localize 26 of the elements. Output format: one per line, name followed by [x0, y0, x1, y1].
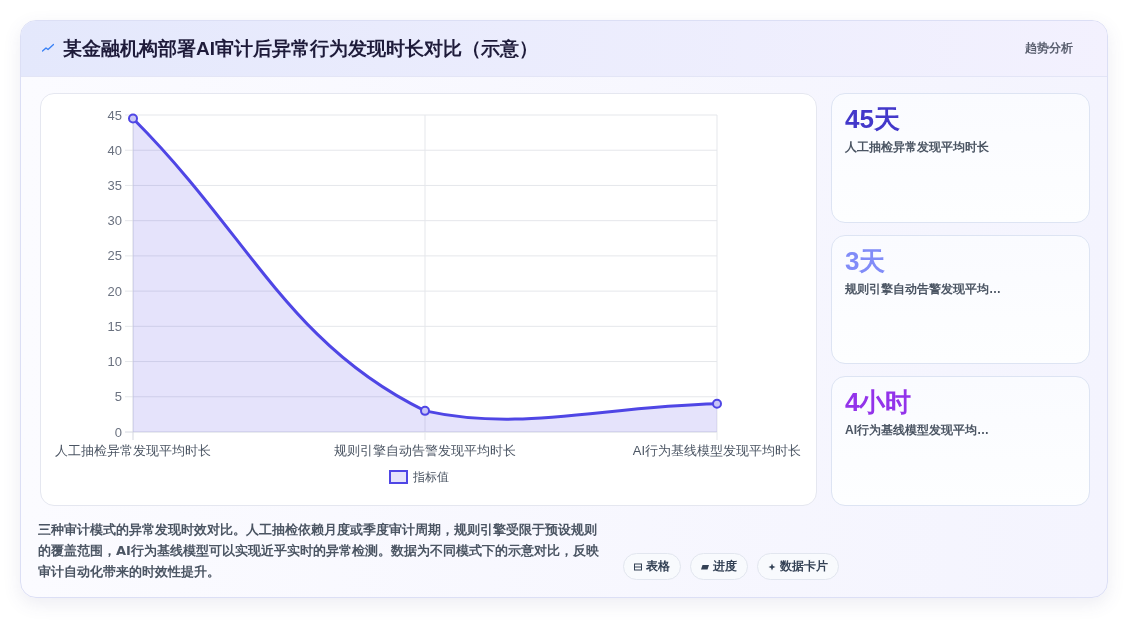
y-tick-label: 25	[107, 248, 122, 264]
point	[128, 113, 138, 124]
y-tick-label: 30	[107, 213, 122, 229]
y-tick-label: 10	[107, 354, 122, 370]
y-tick-label: 45	[107, 107, 122, 123]
y-tick-label: 5	[114, 389, 122, 405]
x-tick-label: 人工抽检异常发现平均时长	[55, 443, 211, 458]
point	[420, 405, 430, 416]
text: 趋势分析	[1025, 40, 1073, 57]
x-tick-label: 规则引擎自动告警发现平均时长	[334, 443, 516, 458]
x-tick-label: AI行为基线模型发现平均时长	[632, 443, 802, 458]
chart-title: 某金融机构部署AI审计后异常行为发现时长对比（示意）	[63, 37, 538, 61]
card: 3天 规则引擎自动告警发现平均…	[831, 234, 1090, 365]
y-tick-label: 20	[107, 283, 122, 299]
y-tick-label: 0	[114, 424, 122, 440]
button: 数据卡片	[757, 553, 839, 580]
button: 表格	[623, 553, 681, 580]
y-tick-label: 40	[107, 142, 122, 158]
text: 三种审计模式的异常发现时效对比。人工抽检依赖月度或季度审计周期，规则引擎受限于预设规则的覆盖范围，AI行为基线模型可以实现近乎实时的异常检测。数据为不同模式下的示意对比，反映审计自动化带来的时效性提升。	[38, 521, 600, 581]
y-tick-label: 35	[107, 177, 122, 193]
card: 4小时 AI行为基线模型发现平均…	[831, 376, 1090, 506]
point	[712, 398, 722, 409]
button: 进度	[690, 553, 748, 580]
legend-label: 指标值	[412, 470, 449, 484]
y-tick-label: 15	[107, 318, 122, 334]
card: 45天 人工抽检异常发现平均时长	[831, 93, 1090, 223]
